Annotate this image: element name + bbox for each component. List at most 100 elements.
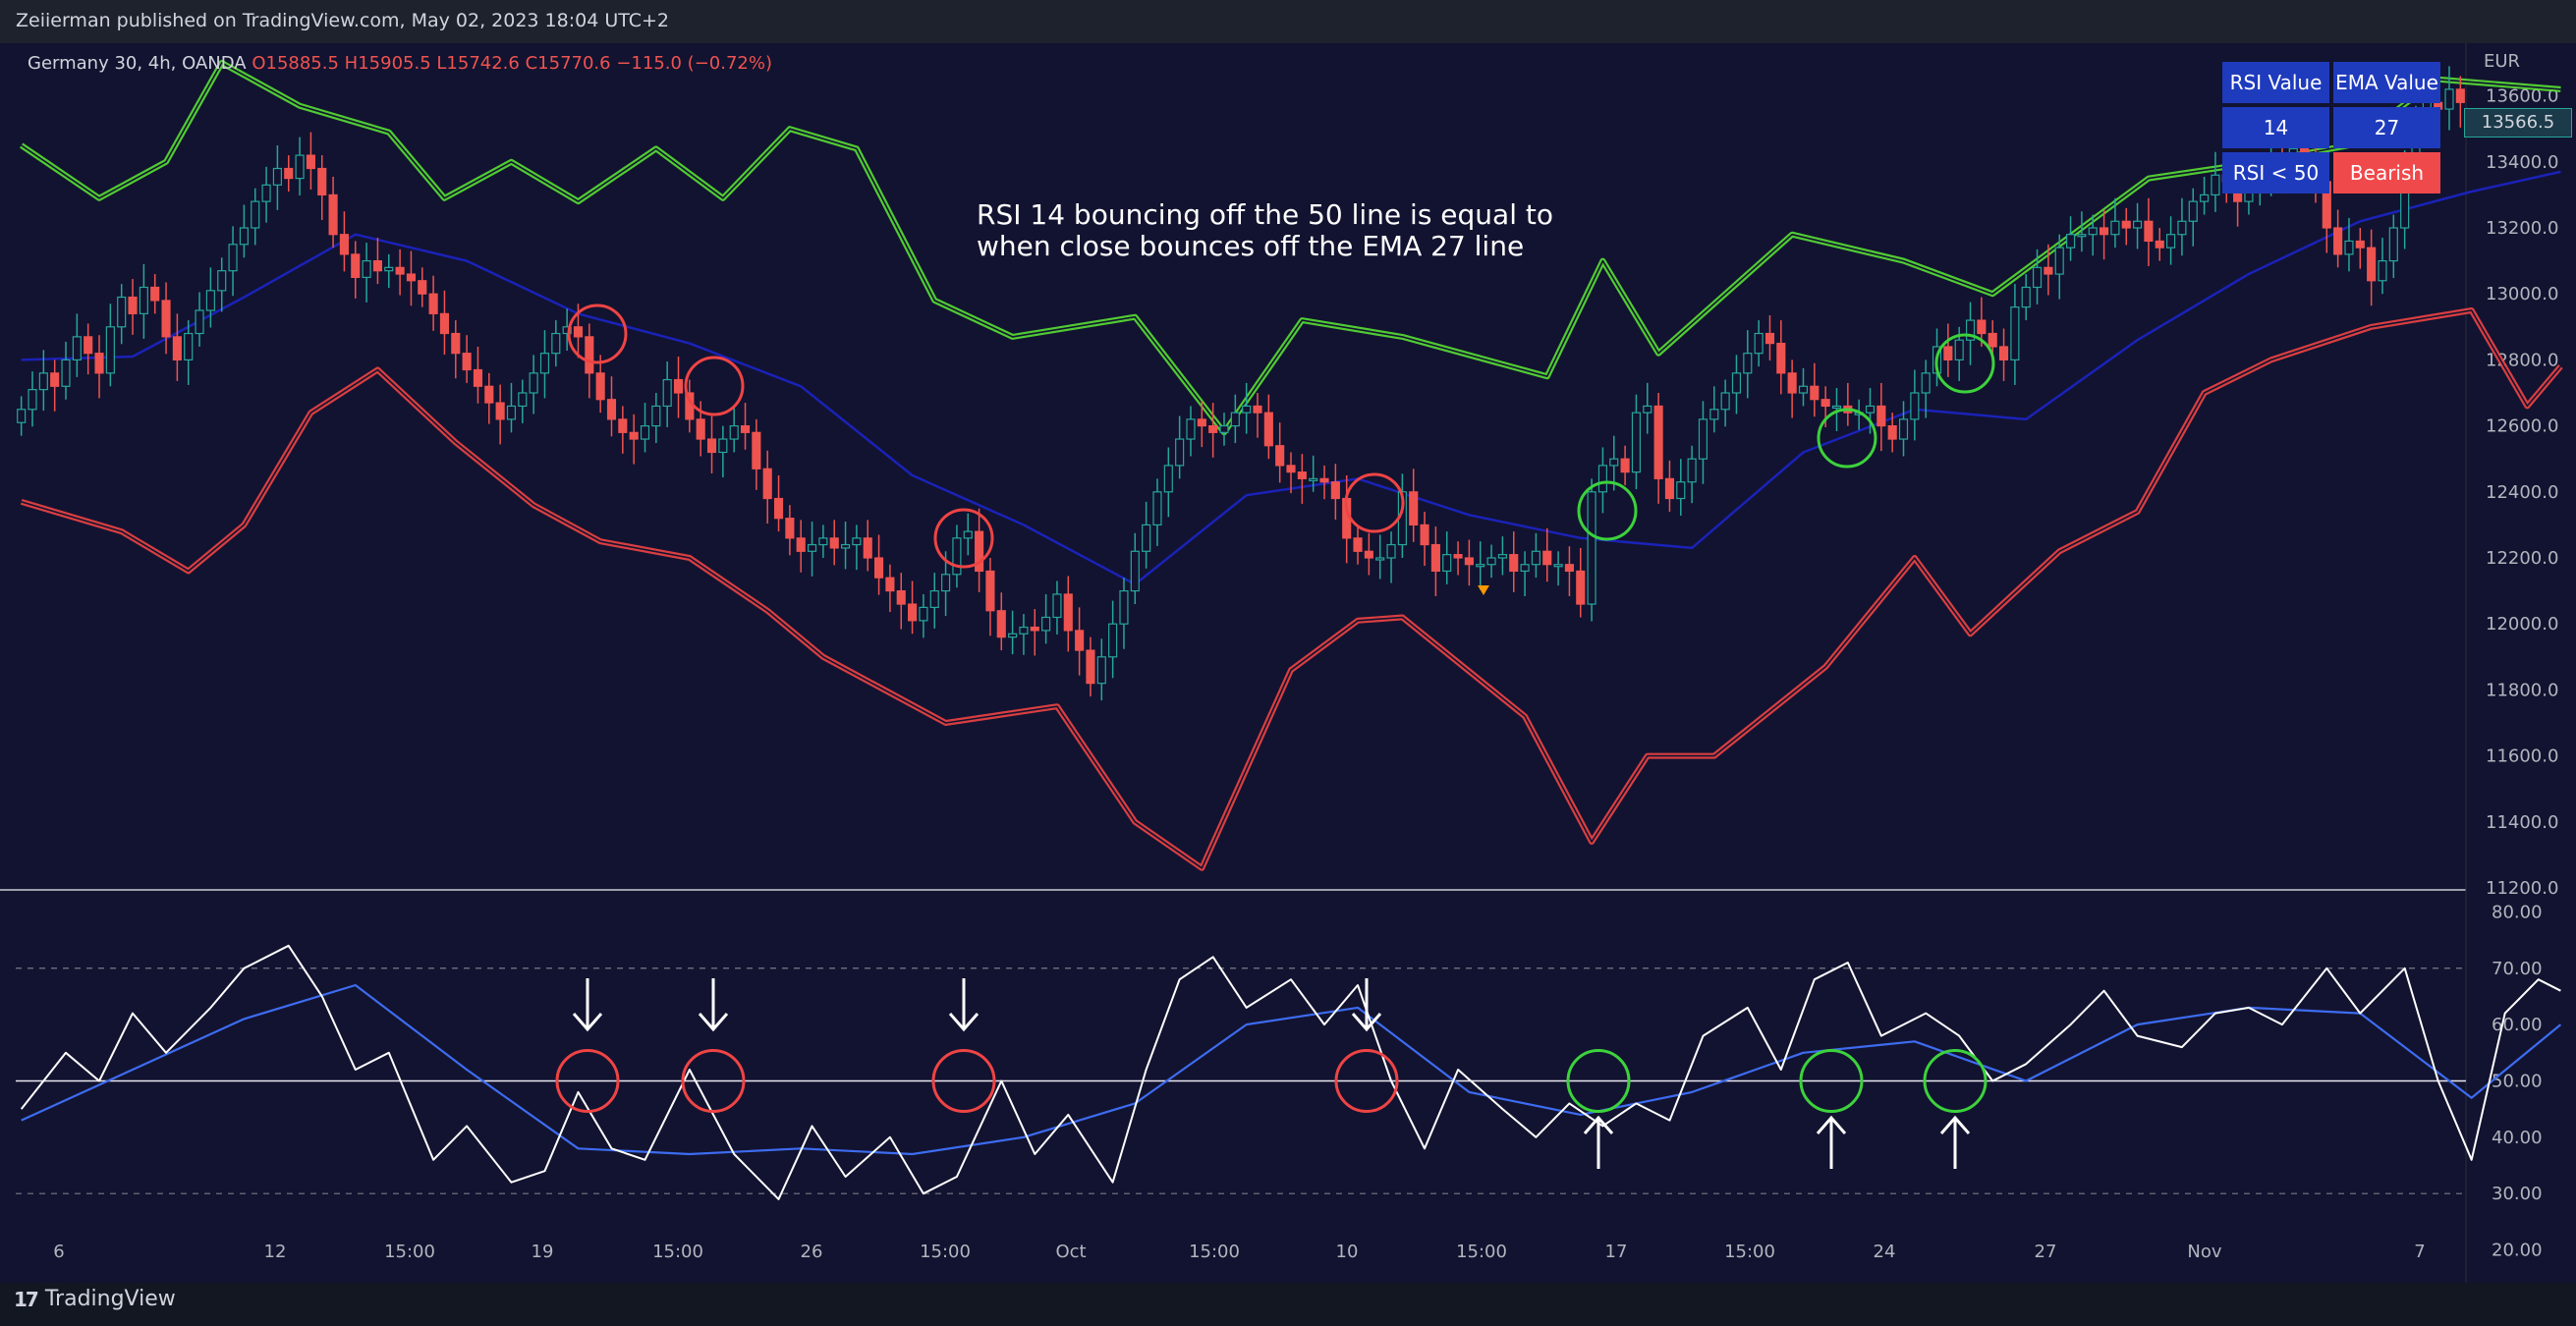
bullish-bounce-circle (1577, 480, 1638, 541)
candle-up (2021, 286, 2031, 308)
candle-up (529, 372, 538, 394)
candle-down (796, 537, 806, 552)
candle-up (2065, 234, 2076, 249)
candle-down (351, 253, 361, 279)
candle-up (1910, 392, 1920, 420)
candle-down (606, 399, 617, 420)
candle-down (484, 385, 494, 404)
symbol-legend[interactable]: Germany 30, 4h, OANDA O15885.5 H15905.5 … (28, 53, 772, 74)
price-tick-label: 13400.0 (2486, 152, 2558, 173)
bearish-bounce-circle (933, 508, 994, 569)
candle-down (1030, 626, 1039, 632)
candle-up (1631, 412, 1642, 473)
candle-down (1787, 372, 1797, 394)
candle-down (1286, 465, 1296, 473)
rsi-bullish-circle (1566, 1048, 1631, 1113)
candle-up (228, 244, 238, 272)
time-tick-label: Oct (1055, 1242, 1086, 1262)
candle-up (205, 290, 215, 311)
candle-down (896, 589, 906, 605)
candle-up (941, 574, 951, 592)
candle-up (1643, 405, 1652, 414)
candle-down (284, 167, 294, 180)
candle-up (1119, 589, 1129, 625)
candle-up (184, 332, 194, 360)
candle-down (1764, 332, 1775, 345)
candle-down (829, 537, 839, 549)
candle-up (840, 543, 851, 549)
candle-up (919, 606, 928, 622)
time-tick-label: 15:00 (652, 1242, 703, 1262)
time-tick-label: 17 (1605, 1242, 1628, 1262)
candle-up (640, 425, 650, 440)
candle-up (2088, 227, 2098, 236)
candle-down (50, 372, 60, 387)
rsi-tick-label: 50.00 (2492, 1071, 2543, 1091)
candle-down (418, 280, 427, 295)
time-tick-label: 19 (532, 1242, 554, 1262)
time-tick-label: 10 (1336, 1242, 1359, 1262)
chart-area[interactable]: 11200.0 11400.0 11600.0 11800.0 12000.0 12200… (0, 43, 2576, 1283)
chart-annotation: RSI 14 bouncing off the 50 line is equal… (977, 199, 1553, 262)
lower-band-line-core (21, 309, 2562, 869)
candle-down (2455, 88, 2465, 103)
candle-up (384, 266, 394, 272)
candle-up (2188, 200, 2198, 222)
candle-up (1754, 332, 1764, 355)
candle-up (217, 270, 227, 292)
time-tick-label: 7 (2414, 1242, 2425, 1262)
candle-up (2344, 240, 2354, 255)
time-tick-label: 15:00 (1456, 1242, 1507, 1262)
candle-down (495, 402, 505, 420)
candle-up (28, 389, 37, 411)
tradingview-logo-icon: 𝟭𝟳 (14, 1287, 39, 1311)
candle-up (1163, 465, 1173, 493)
candle-down (1876, 405, 1886, 427)
candle-down (975, 530, 984, 573)
symbol-name: Germany 30, 4h, OANDA (28, 53, 247, 74)
open-value: O15885.5 (252, 53, 339, 74)
candle-down (773, 497, 784, 520)
candle-up (1019, 626, 1029, 635)
candle-down (1263, 412, 1273, 447)
candle-up (2211, 174, 2220, 196)
candle-down (2333, 227, 2343, 255)
chart-canvas[interactable]: 11200.0 11400.0 11600.0 11800.0 12000.0 12200… (0, 43, 2576, 1283)
candle-up (1175, 438, 1185, 467)
candle-up (1965, 319, 1976, 341)
tradingview-brand[interactable]: 𝟭𝟳 TradingView (14, 1287, 176, 1311)
candle-down (1664, 477, 1675, 500)
candle-down (785, 518, 795, 539)
rsi-bearish-circle (1334, 1048, 1399, 1113)
time-tick-label: 15:00 (1724, 1242, 1775, 1262)
candle-up (1865, 405, 1876, 414)
brand-name: TradingView (44, 1287, 176, 1311)
price-tick-label: 11800.0 (2486, 680, 2558, 700)
candle-down (1208, 425, 1218, 433)
candle-down (328, 193, 338, 236)
bearish-bounce-circle (1344, 472, 1405, 533)
candle-down (161, 300, 171, 338)
candle-down (1620, 458, 1630, 473)
candle-up (1597, 465, 1607, 493)
candle-up (105, 326, 115, 374)
signal-triangle-marker (1478, 585, 1489, 595)
price-tick-label: 13600.0 (2486, 86, 2558, 107)
header-bar: Zeiierman published on TradingView.com, … (0, 0, 2576, 43)
candle-down (1197, 418, 1206, 427)
candle-down (585, 336, 594, 374)
candle-down (2367, 247, 2377, 282)
candle-down (1509, 554, 1519, 573)
candle-up (17, 409, 27, 423)
candle-down (1297, 471, 1307, 479)
currency-label[interactable]: EUR (2484, 51, 2521, 72)
candle-up (1798, 385, 1809, 394)
candle-down (1542, 550, 1552, 566)
upper-band-line-core (21, 62, 2561, 434)
candle-up (1130, 550, 1140, 592)
candle-down (1453, 554, 1463, 559)
time-tick-label: 15:00 (1189, 1242, 1240, 1262)
candle-down (1275, 445, 1285, 467)
candle-down (406, 273, 417, 282)
up-arrow-head (1816, 1115, 1847, 1134)
